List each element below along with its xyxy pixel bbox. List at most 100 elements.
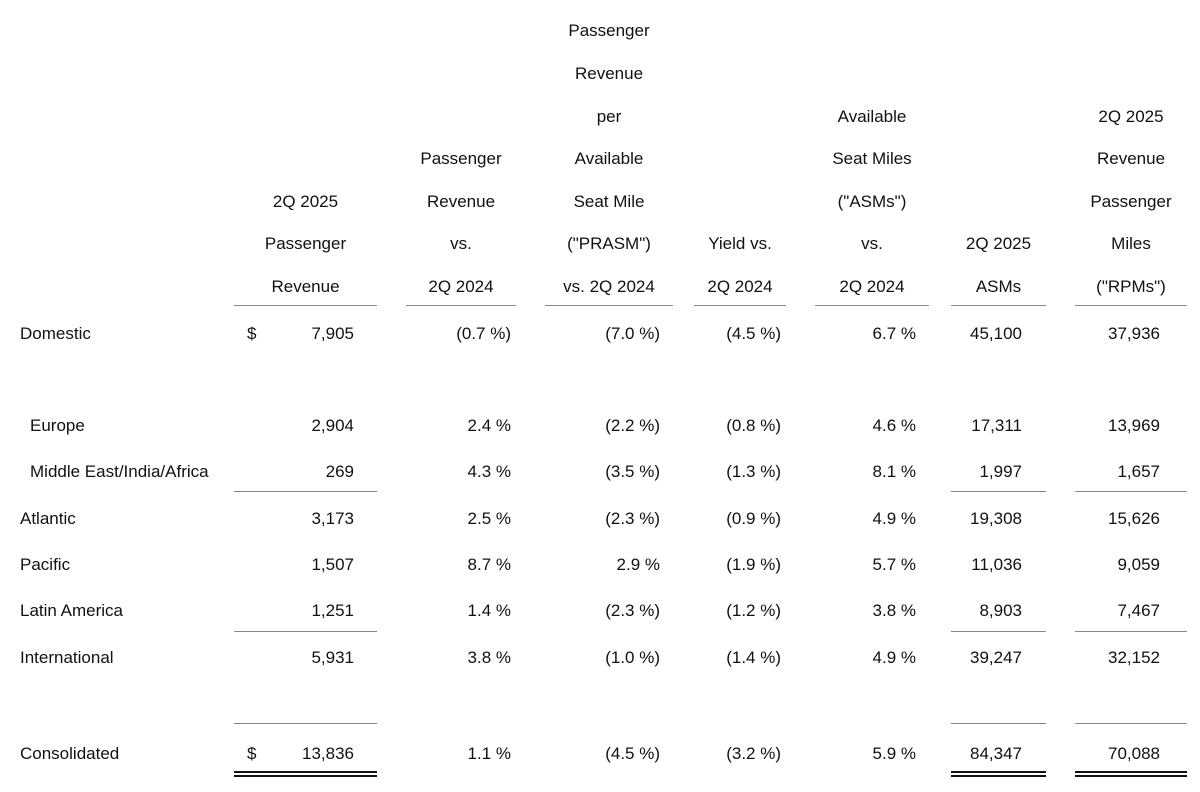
underline-rule bbox=[406, 305, 516, 306]
underline-rule bbox=[951, 305, 1046, 306]
table-cell: 1,251 bbox=[311, 601, 354, 620]
table-cell: 19,308 bbox=[970, 509, 1022, 528]
column-header-line: Passenger bbox=[1090, 191, 1172, 211]
table-cell: 9,059 bbox=[1117, 555, 1160, 574]
table-cell: 11,036 bbox=[971, 555, 1022, 574]
underline-rule bbox=[1075, 631, 1187, 632]
table-cell: (3.5 %) bbox=[605, 462, 660, 481]
underline-rule bbox=[545, 305, 673, 306]
column-header-line: Passenger bbox=[568, 21, 650, 41]
column-header-line: Revenue bbox=[574, 64, 644, 83]
column-header-line: Revenue bbox=[271, 277, 340, 296]
table-cell: 4.9 % bbox=[872, 509, 916, 528]
table-cell: 2.4 % bbox=[467, 416, 511, 435]
table-cell: (7.0 %) bbox=[605, 324, 660, 343]
column-header-line: Revenue bbox=[1096, 149, 1166, 169]
column-header-line: 2Q 2025 bbox=[272, 191, 339, 211]
table-cell: 13,969 bbox=[1108, 416, 1160, 435]
table-cell: 45,100 bbox=[970, 324, 1022, 343]
table-cell: 1,997 bbox=[979, 462, 1022, 481]
table-cell: (1.2 %) bbox=[726, 601, 781, 620]
table-cell: 2,904 bbox=[311, 416, 354, 435]
underline-rule bbox=[951, 723, 1046, 724]
column-header-line: 2Q 2024 bbox=[707, 277, 773, 296]
column-header-line: Available bbox=[574, 149, 644, 169]
table-cell: (0.7 %) bbox=[456, 324, 511, 343]
table-cell: 7,467 bbox=[1117, 601, 1160, 620]
table-cell: 5.7 % bbox=[872, 555, 916, 574]
table-cell: 84,347 bbox=[970, 744, 1022, 763]
table-cell: 37,936 bbox=[1108, 324, 1160, 343]
column-header-line: 2Q 2024 bbox=[428, 277, 494, 296]
row-label: Latin America bbox=[20, 601, 123, 620]
table-cell: (4.5 %) bbox=[605, 744, 660, 763]
column-header-line: Yield vs. bbox=[708, 234, 772, 254]
table-cell: (1.0 %) bbox=[605, 648, 660, 667]
currency-symbol: $ bbox=[247, 744, 257, 763]
underline-rule bbox=[1075, 491, 1187, 492]
table-cell: 70,088 bbox=[1108, 744, 1160, 763]
row-label: Consolidated bbox=[20, 744, 120, 763]
column-header-line: Passenger bbox=[264, 234, 347, 254]
table-cell: 3.8 % bbox=[872, 601, 916, 620]
double-total-rule bbox=[1075, 771, 1187, 777]
table-cell: 2.9 % bbox=[616, 555, 660, 574]
column-header-line: ("PRASM") bbox=[567, 234, 651, 254]
double-total-rule bbox=[951, 771, 1046, 777]
table-cell: 7,905 bbox=[311, 324, 354, 343]
underline-rule bbox=[234, 631, 377, 632]
table-cell: 4.3 % bbox=[467, 462, 511, 481]
underline-rule bbox=[951, 491, 1046, 492]
double-total-rule bbox=[234, 771, 377, 777]
column-header-line: vs. bbox=[861, 234, 883, 254]
table-cell: 4.9 % bbox=[872, 648, 916, 667]
table-cell: (2.3 %) bbox=[605, 601, 660, 620]
table-cell: 1,507 bbox=[311, 555, 354, 574]
underline-rule bbox=[234, 723, 377, 724]
table-cell: (1.9 %) bbox=[726, 555, 781, 574]
column-header-line: Passenger bbox=[420, 149, 502, 169]
column-header-line: vs. bbox=[450, 234, 472, 254]
column-header-line: ("ASMs") bbox=[837, 191, 907, 211]
underline-rule bbox=[234, 491, 377, 492]
column-header-line: Seat Miles bbox=[832, 149, 912, 169]
currency-symbol: $ bbox=[247, 324, 257, 343]
column-header-line: Revenue bbox=[426, 191, 496, 211]
table-cell: 5,931 bbox=[311, 648, 354, 667]
table-cell: 4.6 % bbox=[872, 416, 916, 435]
table-cell: 13,836 bbox=[302, 744, 354, 763]
column-header-line: 2Q 2024 bbox=[839, 277, 905, 296]
table-cell: (2.3 %) bbox=[605, 509, 660, 528]
table-cell: 8.7 % bbox=[467, 555, 511, 574]
underline-rule bbox=[815, 305, 929, 306]
column-header-line: Seat Mile bbox=[573, 191, 645, 211]
column-header-line: Available bbox=[837, 106, 907, 126]
table-cell: 3,173 bbox=[311, 509, 354, 528]
row-label: Pacific bbox=[20, 555, 71, 574]
underline-rule bbox=[234, 305, 377, 306]
row-label: Atlantic bbox=[20, 509, 76, 528]
table-cell: (1.4 %) bbox=[726, 648, 781, 667]
table-cell: 1.4 % bbox=[467, 601, 511, 620]
underline-rule bbox=[694, 305, 786, 306]
table-cell: (2.2 %) bbox=[605, 416, 660, 435]
table-cell: (0.8 %) bbox=[726, 416, 781, 435]
table-cell: 1.1 % bbox=[467, 744, 511, 763]
column-header-line: Miles bbox=[1111, 234, 1151, 254]
column-header-line: vs. 2Q 2024 bbox=[563, 277, 655, 296]
table-cell: 8.1 % bbox=[872, 462, 916, 481]
table-cell: 2.5 % bbox=[467, 509, 511, 528]
underline-rule bbox=[1075, 723, 1187, 724]
table-cell: 32,152 bbox=[1108, 648, 1160, 667]
table-cell: 3.8 % bbox=[467, 648, 511, 667]
table-cell: 39,247 bbox=[970, 648, 1022, 667]
table-cell: (0.9 %) bbox=[726, 509, 781, 528]
underline-rule bbox=[1075, 305, 1187, 306]
row-label: International bbox=[20, 648, 114, 667]
row-label: Domestic bbox=[20, 324, 91, 343]
table-cell: (1.3 %) bbox=[726, 462, 781, 481]
column-header-line: ("RPMs") bbox=[1096, 277, 1166, 296]
table-cell: (3.2 %) bbox=[726, 744, 781, 763]
row-label: Middle East/India/Africa bbox=[30, 462, 209, 481]
table-cell: 1,657 bbox=[1117, 462, 1160, 481]
